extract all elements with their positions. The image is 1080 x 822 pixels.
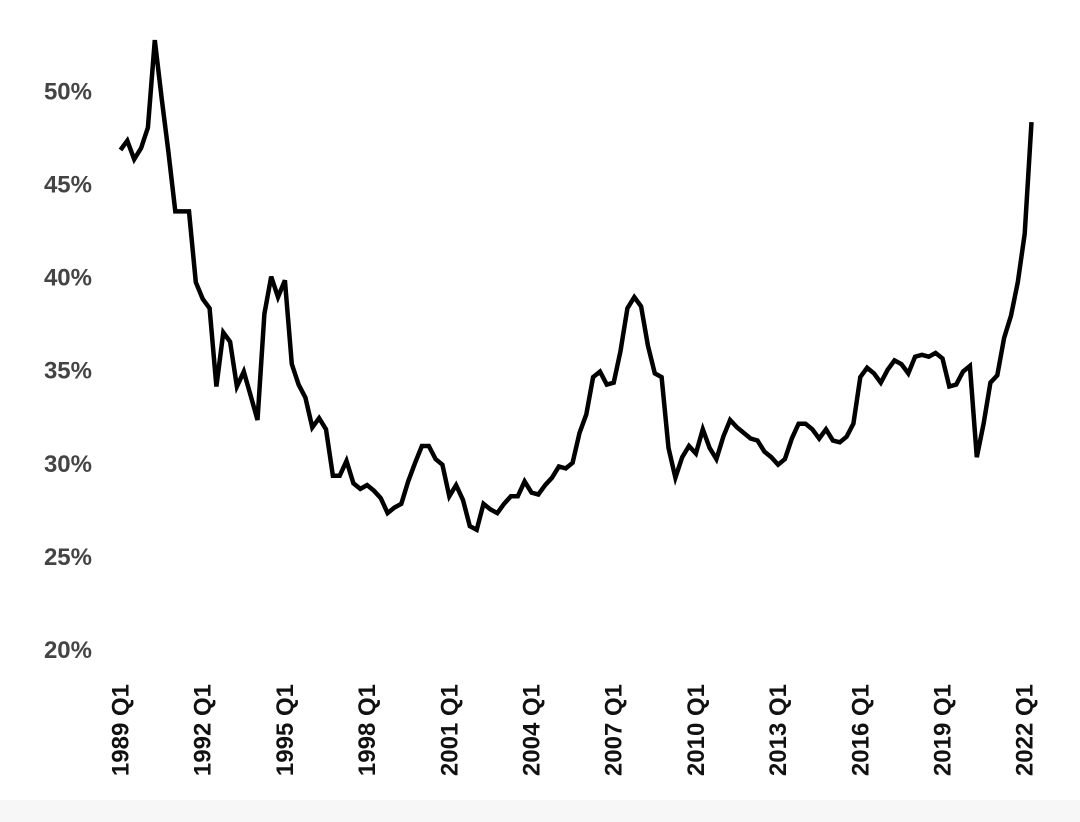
x-tick-label: 2019 Q1 xyxy=(930,684,957,776)
x-tick-label: 1992 Q1 xyxy=(190,684,217,776)
x-tick-label: 2010 Q1 xyxy=(683,684,710,776)
series-group xyxy=(118,39,1034,534)
y-axis-ticks: 20% 25% 30% 35% 40% 45% 50% xyxy=(44,78,92,664)
y-tick-label: 45% xyxy=(44,172,92,199)
x-tick-label: 2022 Q1 xyxy=(1012,684,1039,776)
series-line xyxy=(118,39,1034,534)
y-tick-label: 25% xyxy=(44,544,92,571)
y-tick-label: 30% xyxy=(44,451,92,478)
x-tick-label: 1998 Q1 xyxy=(354,684,381,776)
x-tick-label: 2001 Q1 xyxy=(436,684,463,776)
footer-band xyxy=(0,800,1080,822)
y-tick-label: 40% xyxy=(44,265,92,292)
x-tick-label: 2004 Q1 xyxy=(519,684,546,776)
x-tick-label: 2007 Q1 xyxy=(601,684,628,776)
x-tick-label: 2016 Q1 xyxy=(847,684,874,776)
y-tick-label: 20% xyxy=(44,637,92,664)
x-axis-ticks: 1989 Q1 1992 Q1 1995 Q1 1998 Q1 2001 Q1 2004 … xyxy=(108,684,1039,776)
y-tick-label: 50% xyxy=(44,78,92,105)
y-tick-label: 35% xyxy=(44,358,92,385)
x-tick-label: 1989 Q1 xyxy=(108,684,135,776)
x-tick-label: 1995 Q1 xyxy=(272,684,299,776)
x-tick-label: 2013 Q1 xyxy=(765,684,792,776)
